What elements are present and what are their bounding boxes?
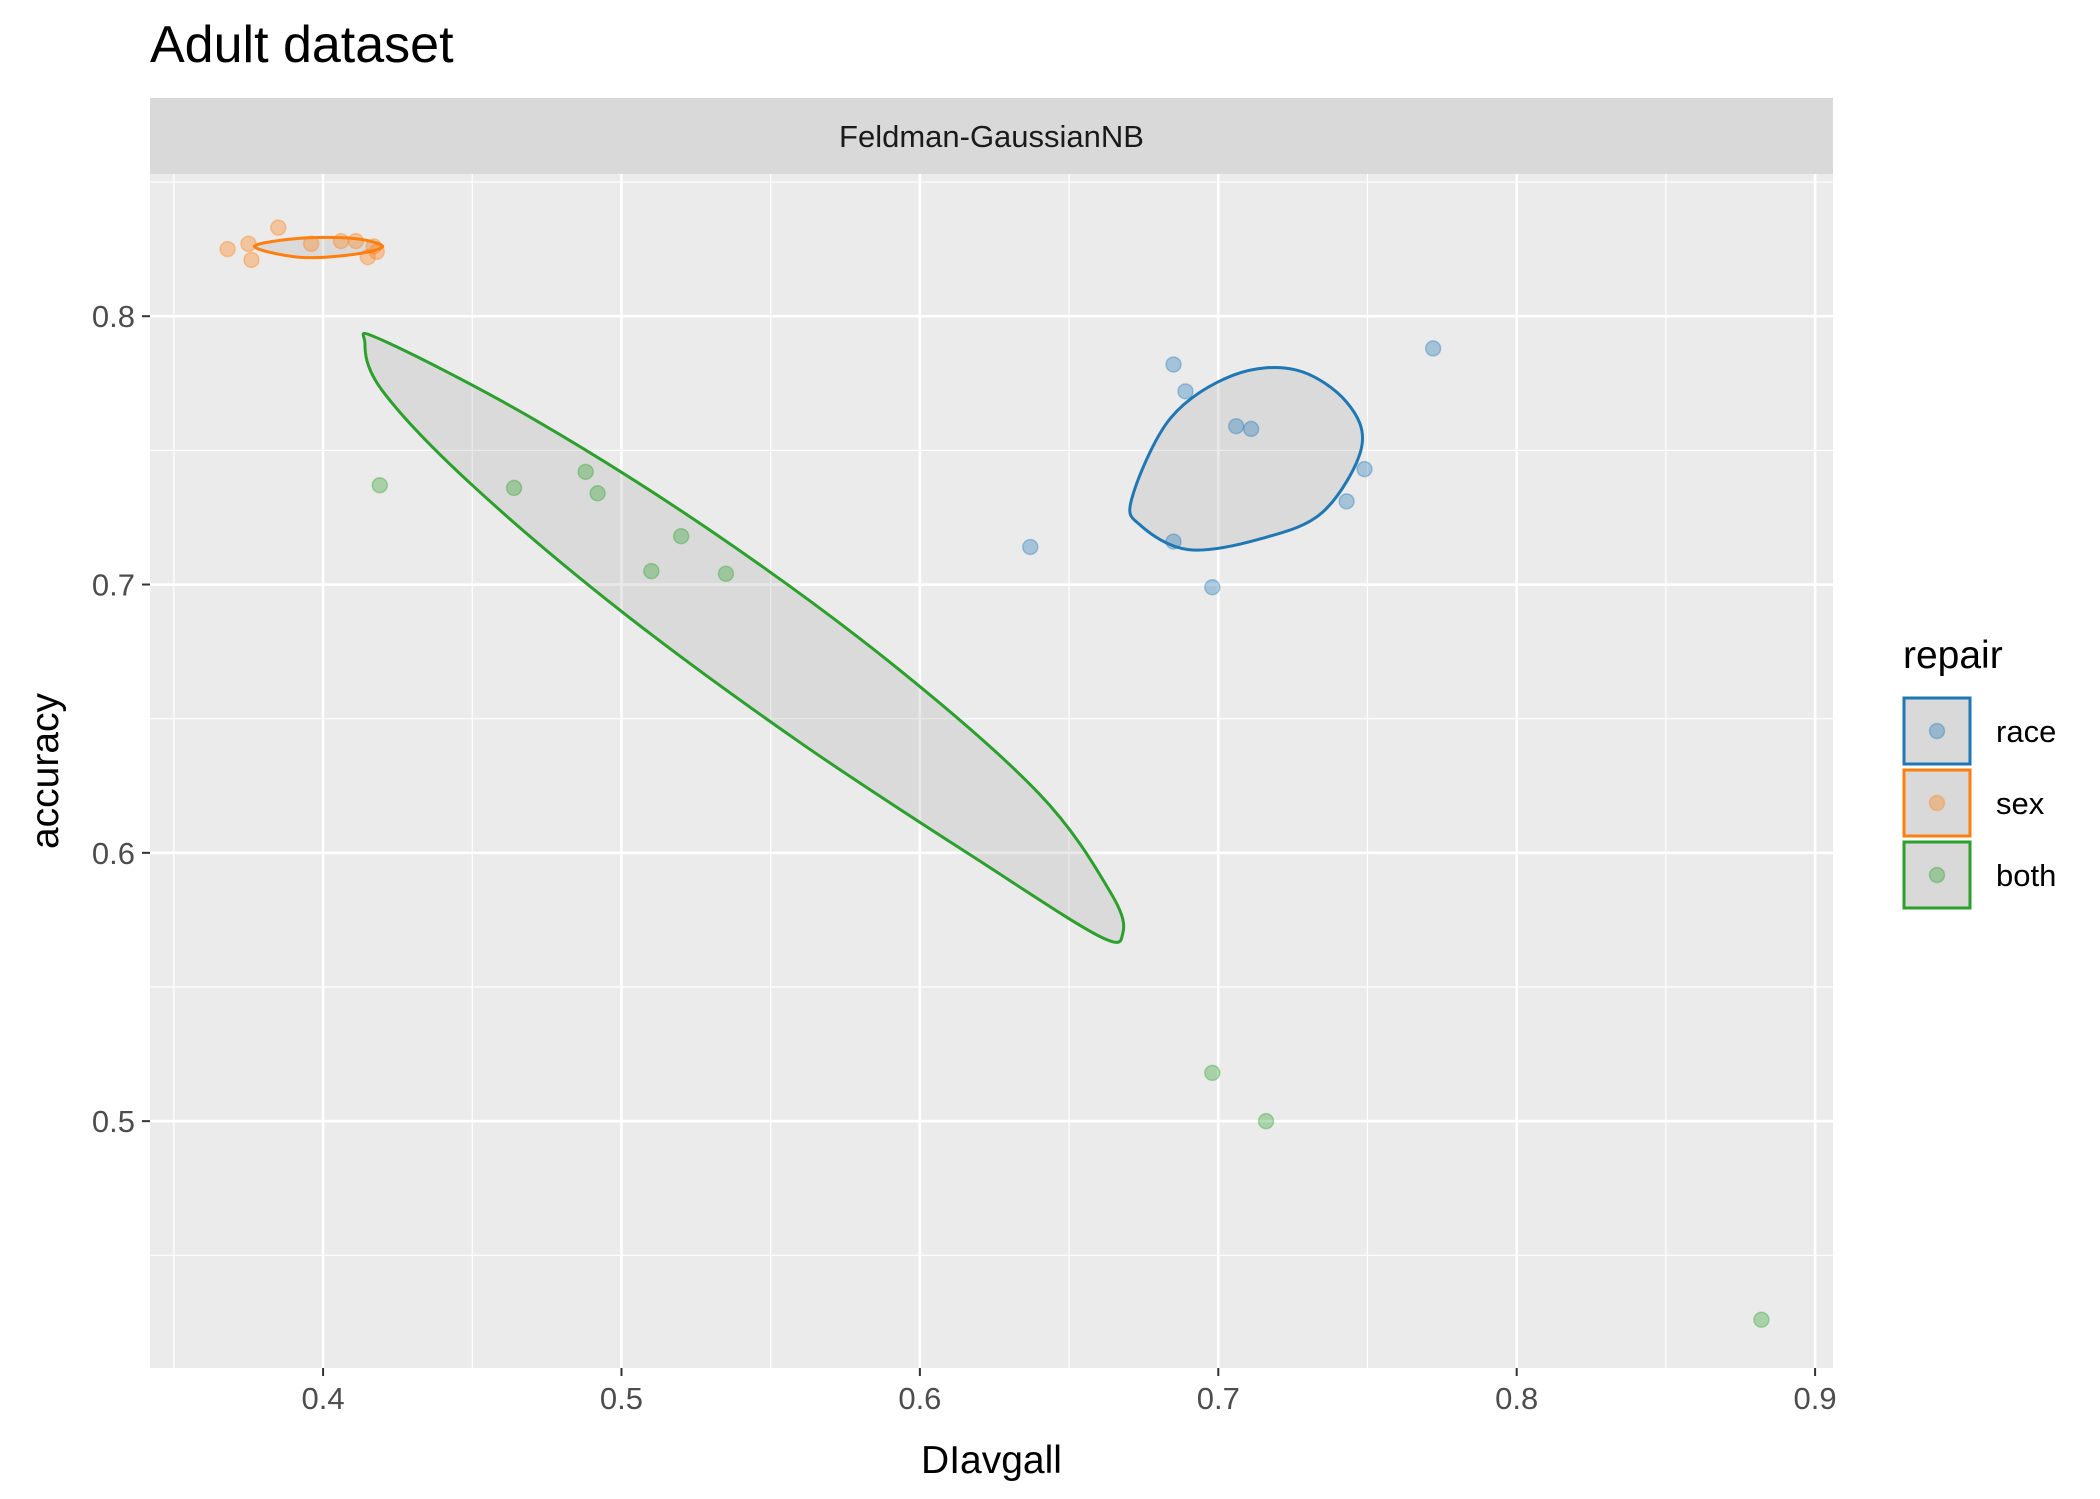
point-both: [643, 562, 660, 580]
legend-title: repair: [1903, 634, 2003, 677]
x-tick-label: 0.4: [302, 1381, 345, 1416]
legend-label-both: both: [1996, 858, 2056, 893]
y-tick-label: 0.5: [92, 1104, 135, 1139]
point-both: [589, 485, 606, 502]
point-race: [1165, 533, 1182, 550]
point-sex: [302, 235, 320, 253]
point-race: [1338, 493, 1355, 510]
ellipse-sex: [252, 235, 385, 260]
facet-strip: [150, 98, 1833, 174]
point-both: [672, 527, 690, 545]
x-tick-label: 0.6: [898, 1381, 941, 1416]
grid-minor: [150, 174, 1833, 1368]
point-sex: [240, 235, 257, 253]
legend-key-race: [1902, 696, 1972, 766]
point-both: [577, 463, 594, 481]
ellipse-both: [361, 331, 1126, 944]
point-race: [1165, 356, 1182, 373]
point-both: [1257, 1112, 1275, 1130]
y-tick-label: 0.8: [92, 299, 135, 334]
point-both: [1204, 1064, 1221, 1082]
chart-title: Adult dataset: [150, 16, 454, 74]
point-race: [1204, 578, 1221, 596]
legend-key-sex: [1902, 768, 1972, 838]
point-both: [371, 476, 389, 494]
x-axis-title: DIavgall: [921, 1439, 1062, 1482]
point-race: [1227, 417, 1245, 435]
point-race: [1356, 460, 1373, 478]
grid-major: [150, 174, 1833, 1368]
facet-strip-label: Feldman-GaussianNB: [839, 119, 1144, 154]
point-sex: [365, 238, 383, 255]
point-sex: [243, 251, 260, 269]
x-tick-label: 0.7: [1197, 1381, 1240, 1416]
plot-panel: [150, 174, 1833, 1368]
point-sex: [219, 240, 236, 258]
x-tick-label: 0.9: [1794, 1381, 1837, 1416]
point-race: [1242, 420, 1260, 438]
point-sex: [368, 243, 386, 261]
legend-point-sex: [1928, 794, 1946, 812]
point-sex: [332, 232, 350, 250]
legend-label-sex: sex: [1996, 786, 2045, 821]
point-both: [1753, 1311, 1770, 1328]
y-axis-title: accuracy: [24, 692, 67, 849]
x-axis: 0.4 0.5 0.6 0.7 0.8 0.9: [302, 1368, 1837, 1416]
y-tick-label: 0.6: [92, 836, 135, 871]
legend-key-both: [1902, 840, 1972, 910]
point-both: [717, 565, 735, 583]
y-axis: 0.5 0.6 0.7 0.8: [92, 299, 150, 1139]
point-sex: [270, 219, 287, 236]
data-points: [219, 219, 1770, 1328]
ellipse-race: [1128, 365, 1364, 552]
point-sex: [359, 248, 377, 266]
x-tick-label: 0.8: [1495, 1381, 1538, 1416]
confidence-ellipses: [252, 235, 1364, 944]
point-race: [1022, 538, 1039, 556]
point-both: [505, 479, 523, 497]
x-tick-label: 0.5: [600, 1381, 643, 1416]
legend-point-both: [1928, 866, 1946, 884]
legend-label-race: race: [1996, 714, 2056, 749]
legend: repair race sex both: [1902, 634, 2056, 910]
point-race: [1424, 340, 1442, 357]
y-tick-label: 0.7: [92, 568, 135, 603]
point-race: [1177, 383, 1194, 400]
point-sex: [347, 232, 365, 250]
legend-point-race: [1928, 722, 1946, 740]
